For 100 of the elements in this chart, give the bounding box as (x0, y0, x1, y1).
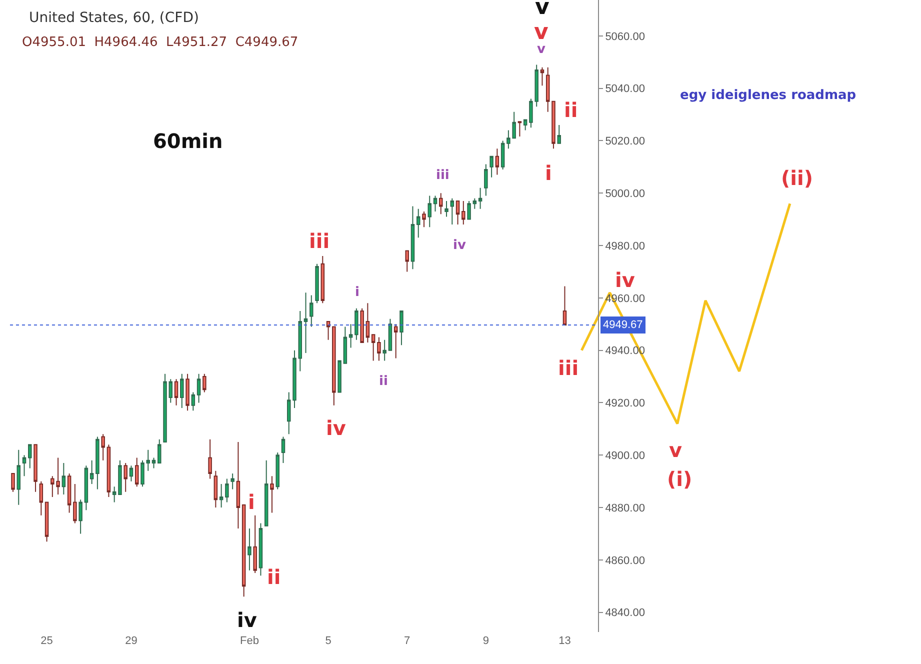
candlestick (433, 195, 438, 212)
y-tick-label: 5060.00 (605, 30, 645, 43)
candlestick (478, 187, 482, 210)
annotation: iv (615, 268, 635, 292)
candlestick (11, 472, 15, 492)
y-tick-label: 4860.00 (605, 554, 645, 567)
candlestick (78, 499, 82, 534)
candlestick (388, 318, 392, 351)
candlestick (490, 156, 494, 178)
candlestick (230, 472, 234, 490)
candlestick (444, 200, 448, 218)
annotation: iv (237, 608, 257, 632)
candlestick (208, 438, 212, 480)
candlestick (22, 454, 26, 477)
annotation: iii (436, 168, 450, 183)
candlestick (225, 478, 229, 503)
annotation: (ii) (781, 166, 813, 190)
annotation: ii (379, 374, 388, 389)
candlestick (134, 457, 139, 488)
y-tick-label: 4880.00 (605, 502, 645, 514)
candlestick (62, 462, 66, 495)
candlestick (28, 444, 32, 469)
candlestick (456, 200, 460, 226)
candlestick (400, 310, 404, 346)
candlestick (118, 460, 122, 495)
candlestick (360, 308, 364, 343)
candlestick (152, 457, 156, 469)
candlestick (67, 472, 72, 514)
candlestick (428, 195, 432, 228)
candlestick (112, 486, 116, 503)
candlestick (348, 324, 353, 348)
candlestick (191, 392, 196, 412)
annotation: iii (558, 356, 579, 380)
annotation: (i) (667, 467, 692, 491)
candlestick (410, 206, 415, 270)
candlestick (557, 124, 561, 144)
candlestick (467, 200, 471, 220)
candlestick (366, 302, 370, 343)
candlestick (354, 308, 358, 340)
candlestick (158, 438, 162, 464)
candlestick (422, 210, 426, 228)
candlestick (495, 148, 500, 176)
annotation: iii (309, 229, 330, 253)
candlestick (168, 378, 173, 404)
candlestick (518, 121, 522, 138)
annotation: O4955.01 H4964.46 L4951.27 C4949.67 (22, 35, 298, 50)
candlestick (450, 198, 454, 226)
candlestick (44, 502, 49, 542)
y-tick-label: 4980.00 (605, 240, 645, 252)
candlestick (186, 373, 190, 412)
candlestick (270, 476, 274, 514)
candlestick (394, 324, 398, 359)
candlestick (202, 373, 206, 393)
candlestick (320, 256, 325, 304)
y-tick-label: 5040.00 (605, 83, 645, 96)
annotation: v (534, 20, 549, 45)
candlestick (540, 66, 544, 86)
candlestick (90, 460, 94, 484)
x-tick-label: 5 (325, 635, 332, 647)
candlestick (304, 292, 308, 354)
candlestick (253, 514, 257, 574)
x-tick-label: 29 (125, 635, 138, 647)
candlestick (523, 119, 528, 131)
candlestick (174, 378, 178, 406)
annotation: v (669, 438, 682, 462)
x-tick-label: Feb (240, 635, 259, 647)
candlestick (371, 334, 376, 362)
y-tick-label: 5020.00 (605, 136, 645, 148)
candlestick (546, 66, 550, 112)
candlestick (214, 470, 218, 508)
candlestick (338, 360, 342, 393)
candlestick (416, 208, 420, 238)
annotation: ii (564, 98, 578, 122)
candlestick (73, 483, 77, 524)
candlestick (129, 465, 134, 482)
annotation: v (535, 0, 550, 20)
y-tick-label: 5000.00 (605, 188, 645, 200)
candlestick (236, 442, 240, 529)
line-series (580, 202, 792, 425)
annotation: iv (453, 238, 466, 253)
candlestick (315, 263, 319, 304)
candlestick (84, 465, 88, 511)
annotation: 60min (153, 129, 223, 153)
annotation: iv (326, 416, 346, 440)
annotation: i (248, 490, 255, 514)
candlestick (39, 480, 44, 516)
candlestick (219, 483, 224, 508)
annotation: v (537, 42, 546, 57)
candlestick (258, 522, 263, 576)
y-tick-label: 4920.00 (605, 398, 645, 410)
x-tick-label: 9 (482, 635, 489, 647)
candlestick (34, 444, 38, 492)
candlestick (276, 452, 280, 490)
x-tick-label: 7 (404, 635, 410, 647)
candlestick (124, 462, 128, 492)
candlestick (163, 373, 167, 443)
candlestick (472, 198, 477, 210)
candlestick (281, 436, 286, 464)
candlestick (101, 434, 105, 461)
candlestick (484, 164, 488, 196)
